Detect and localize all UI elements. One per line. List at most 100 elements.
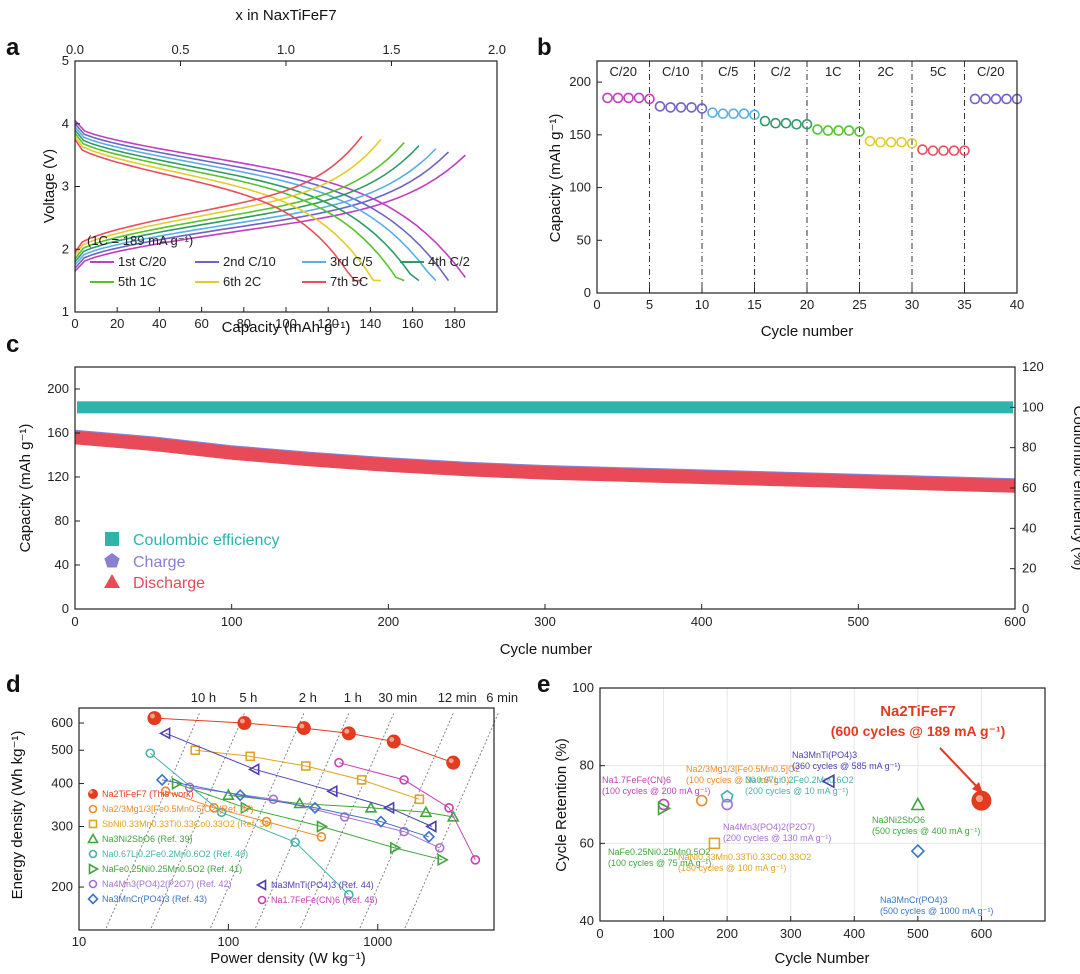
data-point [374,815,388,828]
y-axis-title: Capacity (mAh g⁻¹) [547,114,564,243]
data-point [268,794,279,805]
data-point [927,145,939,156]
x-tick-label: 0 [71,614,78,629]
series-line [165,732,433,827]
legend-label: 4th C/2 [428,254,470,269]
y-tick-label: 5 [62,53,69,68]
legend-swatch [88,789,98,799]
time-guide [104,713,200,931]
time-label: 2 h [299,690,317,705]
chart-c: 0 100 200 300 400 500 600040801201602000204060… [17,359,1080,658]
time-label: 30 min [378,690,417,705]
data-point [633,92,645,104]
capacity-note: (1C = 189 mA g⁻¹) [87,233,193,248]
charge-curve [74,151,450,269]
data-point [145,748,156,759]
legend-swatch-charge [104,553,120,568]
data-point [910,796,926,811]
x-tick-label: 140 [360,316,382,331]
point-name: NaNi0.33Mn0.33Ti0.33Co0.33O2 [678,852,811,862]
data-point [326,784,338,798]
data-point [301,761,311,771]
data-point [261,816,272,827]
y-tick-label: 0 [584,285,591,300]
point-name: Na4Mn3(PO4)2(P2O7) [723,822,815,832]
y2-tick-label: 120 [1022,359,1044,374]
data-point [717,108,729,120]
data-point [657,801,672,816]
y2-tick-label: 60 [1022,480,1036,495]
y-axis-title: Voltage (V) [41,149,58,223]
panel-label-b: b [537,34,552,61]
top-tick-label: 0.5 [171,42,189,57]
legend-swatch [88,819,98,829]
data-point [293,796,307,809]
y-tick-label: 500 [51,742,73,757]
data-point [437,853,449,867]
point-note: (200 cycles @ 130 mA g⁻¹) [723,833,831,843]
x-axis-title: Power density (W kg⁻¹) [210,950,365,967]
time-label: 5 h [239,690,257,705]
highlight-arrowhead [972,782,983,794]
data-point [386,734,401,749]
chart-d: 10 h 5 h 2 h 1 h 30 min 12 min 6 min 10 100 1000 2… [9,690,518,967]
y-axis-title: Energy density (Wh kg⁻¹) [9,731,26,900]
data-point [749,109,760,121]
y-tick-label: 80 [55,513,69,528]
discharge-curve [74,123,450,282]
point-note: (360 cycles @ 585 mA g⁻¹) [792,761,900,771]
charge-curve [74,142,405,260]
data-point [444,803,454,813]
point-name: Na2/3Mg1/3[Fe0.5Mn0.5]O2 [686,764,800,774]
point-name: Na3Ni2SbO6 [872,815,925,825]
point-name: Na0.67Li0.2Fe0.2Mn0.6O2 [745,775,854,785]
data-point [759,115,771,127]
x-tick-label: 20 [800,297,814,312]
x-tick-label: 180 [444,316,466,331]
panel-label-d: d [6,671,21,698]
data-point [1001,93,1012,105]
marker-ball [446,755,461,770]
top-tick-label: 1.5 [382,42,400,57]
x-tick-label: 200 [716,926,738,941]
x-tick-label: 500 [907,926,929,941]
point-note: (100 cycles @ 75 mA g⁻¹) [608,858,711,868]
x-tick-label: 400 [691,614,713,629]
time-guide [149,713,245,931]
y-tick-label: 80 [580,758,594,773]
legend-label: Na2/3Mg1/3[Fe0.5Mn0.5]O2 (Ref. 37) [102,804,254,814]
legend-label: Na3Ni2SbO6 (Ref. 39) [102,834,193,844]
legend-label: Coulombic efficiency [133,532,279,549]
data-point [885,136,897,148]
data-point [721,798,733,811]
data-point [356,775,367,785]
series-line [154,717,454,764]
legend-label: Na2TiFeF7 (This work) [102,789,194,799]
data-point [770,117,781,129]
rate-label: C/10 [662,64,689,79]
time-label: 1 h [344,690,362,705]
charge-series [74,429,1016,480]
x-tick-label: 60 [194,316,208,331]
discharge-curve [74,135,381,282]
data-point [969,93,981,105]
panel-label-e: e [537,671,550,698]
data-point [399,775,409,785]
x-tick-label: 100 [275,316,297,331]
data-point [959,145,970,156]
y-tick-label: 600 [51,715,73,730]
data-point [339,812,350,822]
data-point [821,773,835,789]
legend-swatch [255,879,267,891]
data-point [290,837,300,848]
marker-ball [237,716,252,731]
data-point [222,788,235,800]
time-guide [299,713,395,931]
data-point [612,92,624,104]
y-tick-label: 120 [47,469,69,484]
legend-swatch [88,849,98,859]
data-point [665,102,676,113]
data-point [720,789,734,803]
x-tick-label: 400 [843,926,865,941]
x-tick-label: 0 [593,297,600,312]
